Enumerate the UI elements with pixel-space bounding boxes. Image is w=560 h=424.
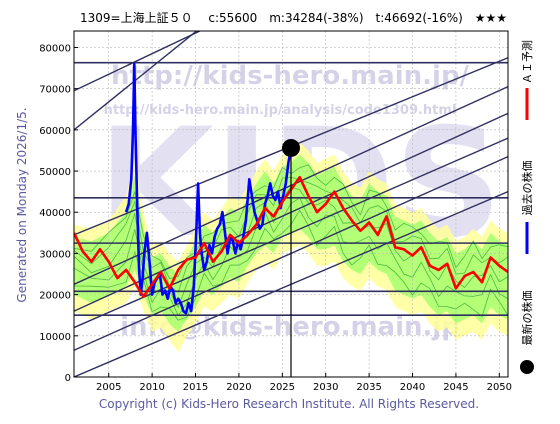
past-price-line: [124, 62, 293, 315]
current-price-marker: [282, 138, 300, 157]
x-tick-label: 2040: [400, 382, 425, 393]
y-tick-label: 50000: [39, 167, 71, 178]
x-tick-label: 2005: [96, 382, 121, 393]
x-tick-label: 2025: [270, 382, 295, 393]
y-tick-label: 80000: [39, 43, 71, 54]
legend-label: ＡＩ予測: [520, 40, 534, 84]
x-tick-label: 2035: [356, 382, 381, 393]
current-price-layer: [282, 138, 300, 377]
y-tick-label: 70000: [39, 85, 71, 96]
y-axis-ticks: 0 10000 20000 30000 40000 50000 60000 70000 8000…: [39, 43, 78, 384]
watermark-url-analysis: http://kids-hero.main.jp/analysis/code13…: [104, 103, 457, 118]
x-tick-label: 2045: [443, 382, 468, 393]
chart-title: 1309=上海上証５０ c:55600 m:34284(-38%) t:4669…: [80, 10, 507, 25]
y-tick-label: 10000: [39, 332, 71, 343]
x-tick-label: 2050: [487, 382, 512, 393]
trend-line: [74, 31, 198, 131]
generated-date-label: Generated on Monday 2026/1/5.: [15, 107, 29, 302]
x-tick-label: 2030: [313, 382, 338, 393]
x-tick-label: 2020: [226, 382, 251, 393]
band-line: [74, 164, 508, 280]
x-tick-label: 2010: [139, 382, 164, 393]
band-line: [74, 176, 508, 293]
legend-swatch-latest: [520, 360, 534, 374]
legend-label: 過去の株価: [520, 161, 534, 216]
y-tick-label: 60000: [39, 126, 71, 137]
legend-label: 最新の株価: [520, 291, 534, 346]
copyright-text: Copyright (c) Kids-Hero Research Institu…: [99, 397, 479, 411]
trend-line: [74, 31, 202, 92]
y-tick-label: 0: [65, 373, 71, 384]
x-tick-label: 2015: [183, 382, 208, 393]
y-tick-label: 20000: [39, 291, 71, 302]
band-inner: [74, 154, 508, 332]
y-tick-label: 30000: [39, 249, 71, 260]
y-tick-label: 40000: [39, 208, 71, 219]
watermark-url-main: http://kids-hero.main.jp/: [111, 61, 470, 91]
x-axis-ticks: 2005 2010 2015 2020 2025 2030 2035 2040 2045 2050: [96, 373, 512, 393]
